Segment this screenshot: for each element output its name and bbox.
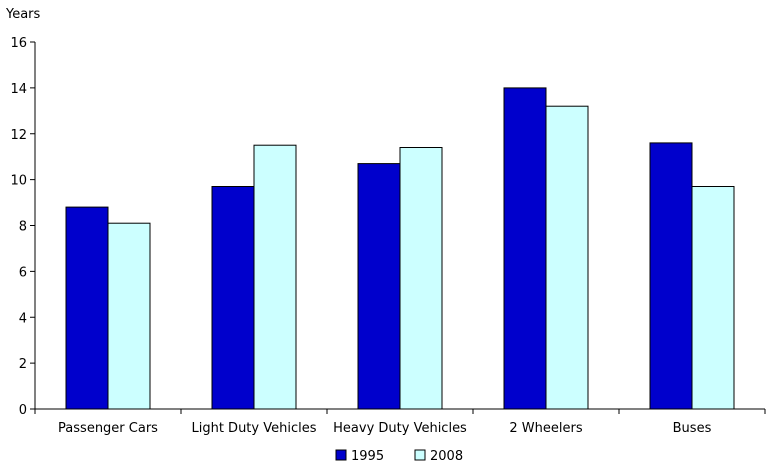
legend-label-1995: 1995 <box>351 449 384 464</box>
bar-2008-buses <box>691 186 735 410</box>
bar-1995-2-wheelers <box>503 87 547 410</box>
y-tick-label: 10 <box>10 174 27 189</box>
bar-1995-passenger-cars <box>65 206 109 410</box>
bar-2008-passenger-cars <box>107 222 151 410</box>
x-tick-label: Passenger Cars <box>58 421 158 436</box>
y-tick-label: 2 <box>19 357 27 372</box>
bars-layer <box>65 87 735 410</box>
y-ticks: 0 2 4 6 8 10 12 14 16 <box>10 36 35 418</box>
y-tick-label: 14 <box>10 82 27 97</box>
bar-1995-buses <box>649 142 693 410</box>
y-tick-label: 0 <box>19 403 27 418</box>
x-tick-label: Buses <box>673 421 712 436</box>
bar-2008-2-wheelers <box>545 105 589 410</box>
y-tick-label: 4 <box>19 311 27 326</box>
bar-2008-light-duty-vehicles <box>253 144 297 410</box>
legend-label-2008: 2008 <box>430 449 463 464</box>
y-axis-label: Years <box>5 7 41 22</box>
x-tick-label: Light Duty Vehicles <box>191 421 316 436</box>
legend-swatch-2008 <box>414 449 426 461</box>
x-tick-label: 2 Wheelers <box>509 421 582 436</box>
bar-1995-light-duty-vehicles <box>211 186 255 410</box>
y-tick-label: 6 <box>19 265 27 280</box>
legend: 1995 2008 <box>335 449 463 464</box>
bar-2008-heavy-duty-vehicles <box>399 147 443 410</box>
bar-1995-heavy-duty-vehicles <box>357 163 401 410</box>
y-tick-label: 8 <box>19 220 27 235</box>
legend-swatch-1995 <box>335 449 347 461</box>
x-tick-label: Heavy Duty Vehicles <box>333 421 467 436</box>
y-tick-label: 12 <box>10 128 27 143</box>
x-categories: Passenger Cars Light Duty Vehicles Heavy D… <box>58 421 712 436</box>
y-tick-label: 16 <box>10 36 27 51</box>
